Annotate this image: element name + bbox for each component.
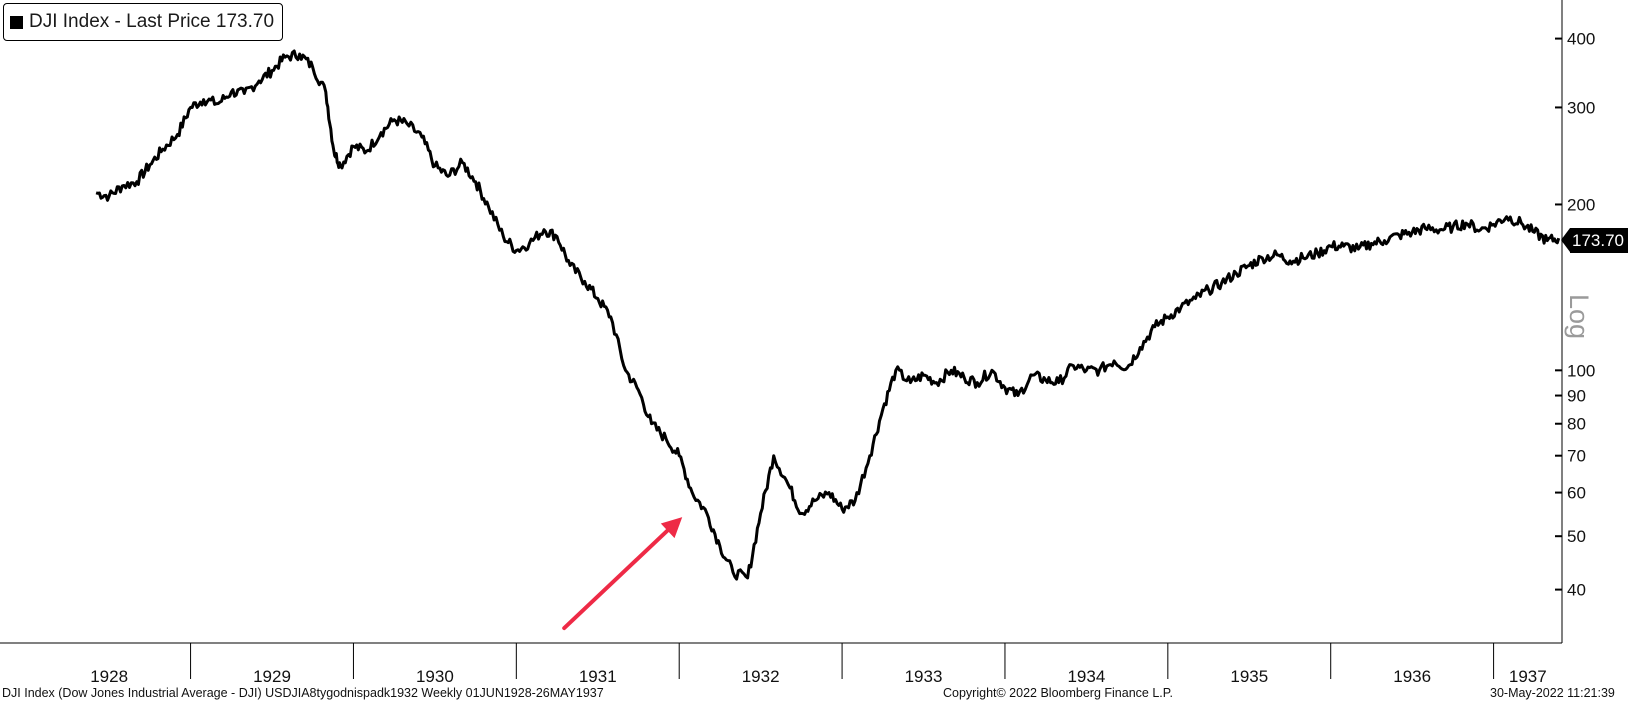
x-tick-label: 1934 [1067,667,1105,686]
x-tick-label: 1928 [90,667,128,686]
y-tick-label: 100 [1567,361,1595,380]
red-arrow-icon [562,517,683,631]
legend: DJI Index - Last Price 173.70 [3,3,284,41]
x-tick-label: 1935 [1230,667,1268,686]
x-tick-label: 1932 [742,667,780,686]
y-tick-label: 80 [1567,415,1586,434]
footer-timestamp: 30-May-2022 11:21:39 [1490,686,1615,700]
footer-copyright: Copyright© 2022 Bloomberg Finance L.P. [943,686,1173,700]
y-tick-label: 400 [1567,30,1595,49]
y-tick-label: 40 [1567,581,1586,600]
x-tick-label: 1937 [1509,667,1547,686]
footer-description: DJI Index (Dow Jones Industrial Average … [2,686,604,700]
x-tick-label: 1929 [253,667,291,686]
y-tick-label: 60 [1567,484,1586,503]
y-tick-label: 50 [1567,527,1586,546]
y-tick-label: 300 [1567,98,1595,117]
legend-label: DJI Index - Last Price 173.70 [29,11,275,32]
x-tick-label: 1931 [579,667,617,686]
y-tick-label: 90 [1567,387,1586,406]
x-tick-label: 1936 [1393,667,1431,686]
last-price-tag-pointer [1561,228,1570,252]
last-price-tag: 173.70 [1570,228,1628,253]
legend-swatch [10,15,23,29]
axis-ticks: 40 50 60 70 80 90 100 200 300 400 1928 1929 1930 1931… [90,30,1595,686]
x-tick-label: 1933 [905,667,943,686]
y-tick-label: 70 [1567,447,1586,466]
x-tick-label: 1930 [416,667,454,686]
y-tick-label: 200 [1567,195,1595,214]
price-line [95,49,1561,581]
log-scale-label: Log [1564,294,1594,340]
